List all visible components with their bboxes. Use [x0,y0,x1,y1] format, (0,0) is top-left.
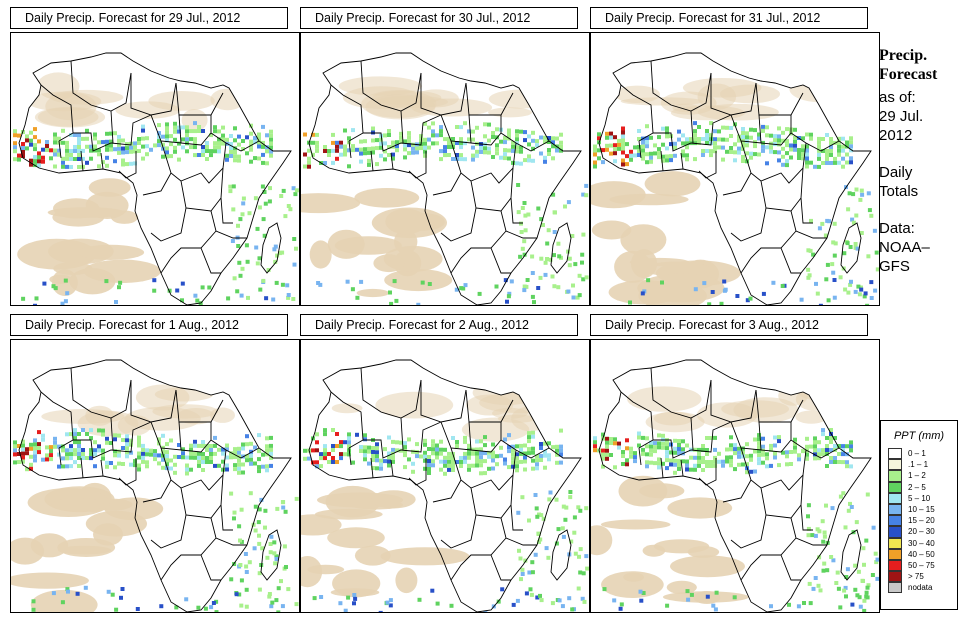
forecast-panel-2: Daily Precip. Forecast for 30 Jul., 2012 [300,7,590,306]
country-borders [308,359,582,612]
forecast-panel-5: Daily Precip. Forecast for 2 Aug., 2012 [300,314,590,613]
data-source-line1: NOAA– [879,239,930,256]
legend-row: > 75 [888,571,957,583]
totals-line1: Daily [879,164,913,181]
legend-label: nodata [908,583,933,593]
rain-band [593,121,879,305]
legend-swatch [888,492,902,504]
legend-row: 10 – 15 [888,503,957,516]
country-borders [598,359,872,612]
legend-swatch [888,548,902,560]
panel-title: Daily Precip. Forecast for 30 Jul., 2012 [300,7,578,29]
legend-row: 20 – 30 [888,526,957,538]
ocean-dry-areas [301,485,470,598]
precip-map [590,339,880,613]
legend-label: 1 – 2 [908,471,926,481]
legend-swatch [888,459,902,471]
legend-swatch [888,582,902,594]
data-source-line2: GFS [879,258,910,275]
ocean-dry-areas [591,475,749,604]
totals-line2: Totals [879,183,919,200]
ocean-dry-areas [11,482,164,612]
legend-swatch [888,448,902,460]
africa-precip-map [13,52,299,305]
legend-label: 15 – 20 [908,516,935,526]
legend-label: .1 – 1 [908,460,929,470]
legend-label: > 75 [908,572,924,582]
legend-label: 30 – 40 [908,538,935,548]
data-label: Data: [879,220,915,237]
africa-precip-map [301,52,589,305]
legend-row: nodata [888,582,957,594]
country-borders [598,52,872,305]
legend-swatch [888,481,902,493]
precip-map [590,32,880,306]
rain-band [13,428,299,612]
asof-label: as of: [879,89,916,106]
legend-label: 0 – 1 [908,449,926,458]
legend-row: 50 – 75 [888,559,957,572]
legend-label: 20 – 30 [908,527,935,537]
forecast-panel-4: Daily Precip. Forecast for 1 Aug., 2012 [10,314,300,613]
africa-precip-map [591,359,879,612]
panel-title: Daily Precip. Forecast for 2 Aug., 2012 [300,314,578,336]
country-borders [18,359,292,612]
ocean-dry-areas [17,178,161,296]
legend-row: 5 – 10 [888,492,957,504]
legend-label: 2 – 5 [908,482,926,492]
legend-swatch [888,470,902,482]
precip-map [10,32,300,306]
ocean-dry-areas [591,171,741,305]
country-borders [18,52,292,305]
legend-row: 30 – 40 [888,537,957,549]
forecast-panel-3: Daily Precip. Forecast for 31 Jul., 2012 [590,7,880,306]
info-heading-line1: Precip. [879,47,928,64]
country-borders [308,52,582,305]
ocean-dry-areas [301,188,453,298]
africa-precip-map [11,359,299,612]
precip-map [300,339,590,613]
legend-row: 2 – 5 [888,481,957,493]
legend-label: 50 – 75 [908,560,935,570]
legend-row: .1 – 1 [888,459,957,471]
panel-title: Daily Precip. Forecast for 1 Aug., 2012 [10,314,288,336]
legend-label: 40 – 50 [908,549,935,559]
legend-swatch [888,559,902,572]
legend-label: 10 – 15 [908,504,935,514]
legend-row: 1 – 2 [888,470,957,482]
panel-title: Daily Precip. Forecast for 3 Aug., 2012 [590,314,868,336]
legend-title: PPT (mm) [893,430,945,442]
land-dry-areas [614,76,852,121]
legend-swatch [888,537,902,549]
legend-swatch [888,571,902,583]
legend-label: 5 – 10 [908,493,931,503]
rain-band [303,428,589,612]
panel-title: Daily Precip. Forecast for 29 Jul., 2012 [10,7,288,29]
legend-swatch [888,515,902,527]
land-dry-areas [27,72,245,132]
map-info: Precip. Forecast as of: 29 Jul. 2012 Dai… [879,46,963,276]
africa-precip-map [301,359,589,612]
legend-row: 40 – 50 [888,548,957,560]
panel-title: Daily Precip. Forecast for 31 Jul., 2012 [590,7,868,29]
africa-precip-map [591,52,879,305]
legend-swatch [888,503,902,516]
forecast-panel-1: Daily Precip. Forecast for 29 Jul., 2012 [10,7,300,306]
legend-row: 15 – 20 [888,515,957,527]
legend-row: 0 – 1 [888,448,957,460]
rain-band [13,121,299,305]
land-dry-areas [41,384,235,437]
info-heading-line2: Forecast [879,66,938,83]
precip-map [300,32,590,306]
legend-swatch [888,526,902,538]
asof-date-line2: 2012 [879,127,913,144]
rain-band [303,121,589,305]
forecast-panel-6: Daily Precip. Forecast for 3 Aug., 2012 [590,314,880,613]
asof-date-line1: 29 Jul. [879,108,924,125]
precip-map [10,339,300,613]
